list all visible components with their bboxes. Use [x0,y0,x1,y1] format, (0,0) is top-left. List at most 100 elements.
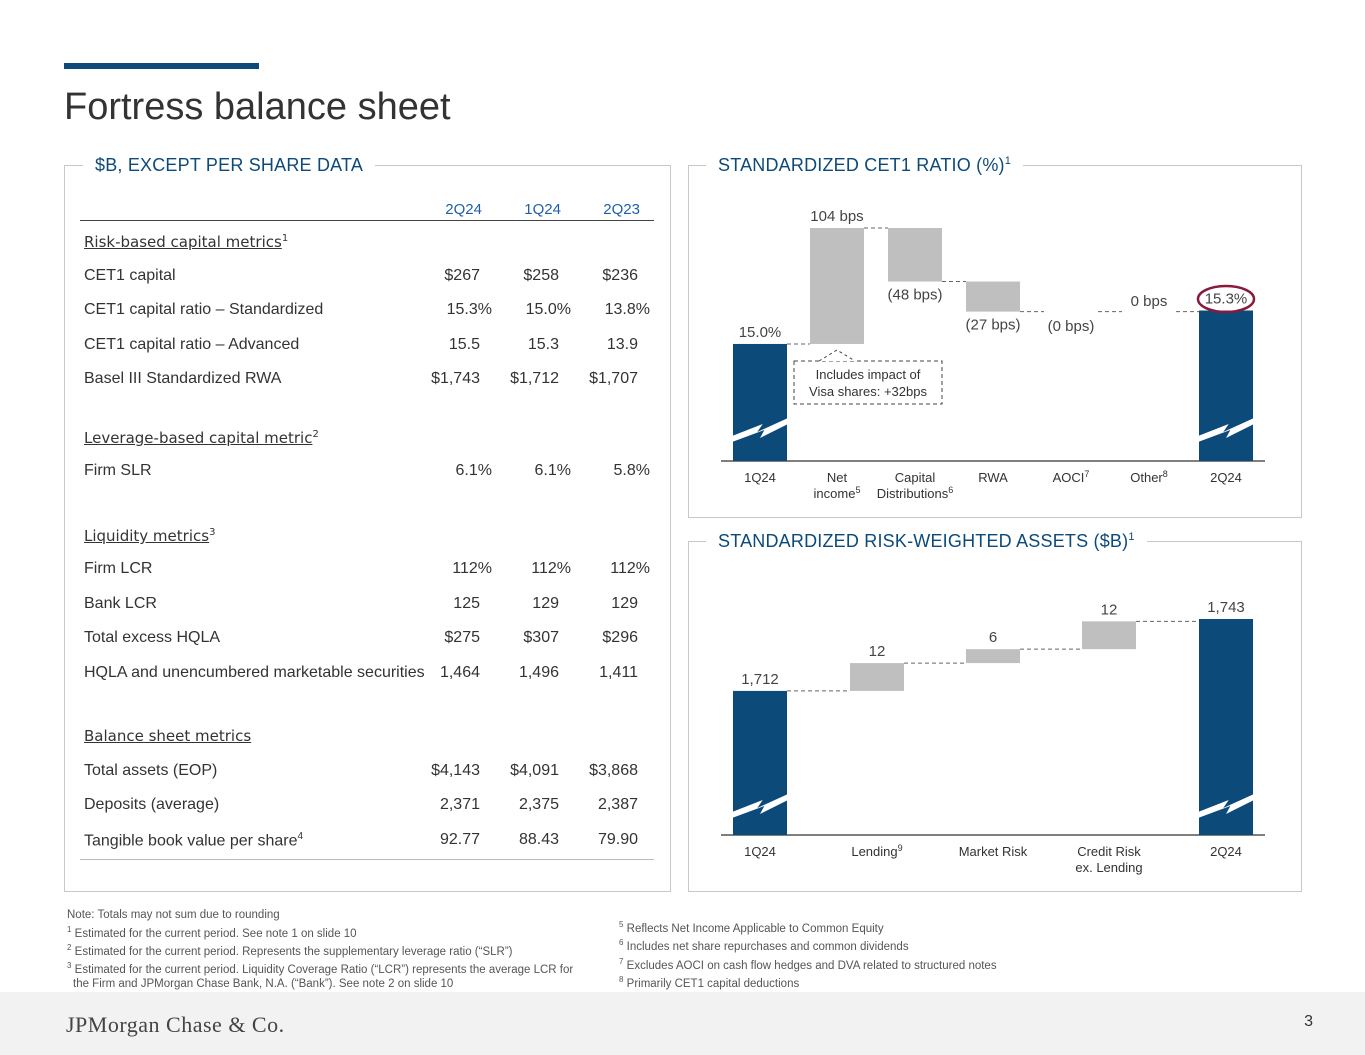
row-label-text: CET1 capital ratio – Standardized [84,301,324,318]
table-cell: 88.43 [518,831,559,848]
data-label: 104 bps [810,208,863,225]
category-label: 2Q24 [1210,844,1242,859]
footnote-text: Excludes AOCI on cash flow hedges and DV… [626,959,997,972]
waterfall-bar [1082,621,1136,650]
cet1-chart-title: STANDARDIZED CET1 RATIO (%)1 [706,155,1024,176]
footnote-text: the Firm and JPMorgan Chase Bank, N.A. (… [73,978,454,991]
section-label: Leverage-based capital metric2 [84,429,319,447]
table-row-label: CET1 capital [84,267,176,285]
annotation-text: Includes impact of Visa shares: +32bps [809,367,927,399]
column-header-2q23: 2Q23 [603,201,640,218]
table-row-label: Total assets (EOP) [84,762,217,780]
table-cell: $307 [523,629,559,646]
column-header-1q24: 1Q24 [524,201,561,218]
table-cell: 1,411 [599,664,638,681]
footnote-ref: 4 [297,831,304,842]
axis-break-mark [1198,418,1254,442]
table-cell: $4,091 [510,762,559,779]
row-label-text: Firm SLR [84,462,152,479]
footnote: 2 Estimated for the current period. Repr… [67,941,573,959]
table-cell: 15.0% [525,301,571,318]
row-label-text: Firm LCR [84,560,153,577]
table-cell: 129 [532,595,559,612]
table-row-label: Bank LCR [84,595,157,613]
data-label: 12 [1101,601,1118,618]
waterfall-bar [850,663,904,691]
cet1-waterfall-chart: 15.0% 1Q24 104 bps Net income5 (48 bps) Capita… [721,208,1265,501]
category-label: AOCI7 [1053,469,1090,485]
table-cell: 1,496 [518,664,559,681]
footnote-text: Estimated for the current period. See no… [74,927,357,940]
axis-break-mark [732,418,788,442]
footnote-text: Note: Totals may not sum due to rounding [67,909,280,921]
category-label: 1Q24 [744,844,776,859]
table-cell: 6.1% [534,462,571,479]
table-cell: 15.3 [527,336,559,353]
data-label: 6 [989,629,997,646]
data-label: (27 bps) [965,317,1020,334]
row-label-text: Tangible book value per share [84,832,298,850]
footnote-number: 5 [619,920,624,929]
footnote-number: 6 [619,938,624,948]
waterfall-bar [966,649,1020,664]
footnote: Note: Totals may not sum due to rounding [67,908,573,923]
page-number: 3 [1304,1013,1313,1030]
waterfall-bar [733,343,787,461]
table-cell: 13.9 [606,336,638,353]
axis-break-mark [732,794,788,818]
footnotes-left: Note: Totals may not sum due to rounding… [67,908,573,1010]
table-row-label: CET1 capital ratio – Advanced [84,336,299,354]
footnote: 3 Estimated for the current period. Liqu… [67,959,573,977]
table-cell: 79.90 [597,831,638,848]
footnote-text: Primarily CET1 capital deductions [626,977,800,990]
section-label: Balance sheet metrics [84,727,251,745]
data-label: (0 bps) [1048,318,1095,335]
table-cell: 112% [610,560,650,577]
table-cell: 2,371 [439,796,480,813]
row-label-text: Basel III Standardized RWA [84,370,282,387]
footnote-text: Reflects Net Income Applicable to Common… [626,922,884,935]
footnote-text: Includes net share repurchases and commo… [626,941,909,954]
table-cell: 2,387 [597,796,638,813]
category-label: Other8 [1130,469,1168,485]
annotation-box [793,360,943,405]
row-label-text: Total assets (EOP) [84,762,218,779]
data-label: 0 bps [1131,293,1168,310]
footnote-text: Estimated for the current period. Liquid… [74,963,574,976]
row-label-text: Bank LCR [84,595,157,612]
table-cell: $275 [444,629,480,646]
column-header-2q24: 2Q24 [445,201,482,218]
row-label-text: CET1 capital ratio – Advanced [84,336,300,353]
table-cell: 125 [453,595,480,612]
row-label-text: Total excess HQLA [84,629,221,646]
footnote: the Firm and JPMorgan Chase Bank, N.A. (… [67,977,573,992]
footnote-number: 7 [619,956,624,966]
table-cell: $236 [602,267,638,284]
footnote-number: 3 [67,961,72,971]
data-label: 12 [869,643,886,660]
footnote-ref: 3 [209,527,216,538]
table-row-label: Firm LCR [84,560,152,578]
table-cell: $296 [602,629,638,646]
company-logo: JPMorgan Chase & Co. [66,1012,285,1037]
table-cell: 15.5 [448,336,480,353]
axis-break-mark [1198,794,1254,818]
row-label-text: CET1 capital [84,267,176,284]
section-label: Liquidity metrics3 [84,527,215,545]
category-label: Market Risk [959,844,1028,859]
section-label: Risk-based capital metrics1 [84,233,288,251]
table-row-label: Firm SLR [84,462,152,480]
annotation-pointer [818,349,856,362]
table-row-label: Tangible book value per share4 [84,831,303,850]
header-rule [80,220,654,221]
category-label: RWA [978,470,1008,485]
footnote-ref: 2 [312,429,319,440]
footnote-number: 1 [67,924,72,934]
table-cell: $1,743 [431,370,480,387]
table-row-label: Deposits (average) [84,796,219,814]
waterfall-bar [810,228,864,344]
table-cell: 129 [611,595,638,612]
section-label-text: Balance sheet metrics [84,727,252,745]
data-label: 15.0% [739,324,782,341]
row-label-text: Deposits (average) [84,796,220,813]
